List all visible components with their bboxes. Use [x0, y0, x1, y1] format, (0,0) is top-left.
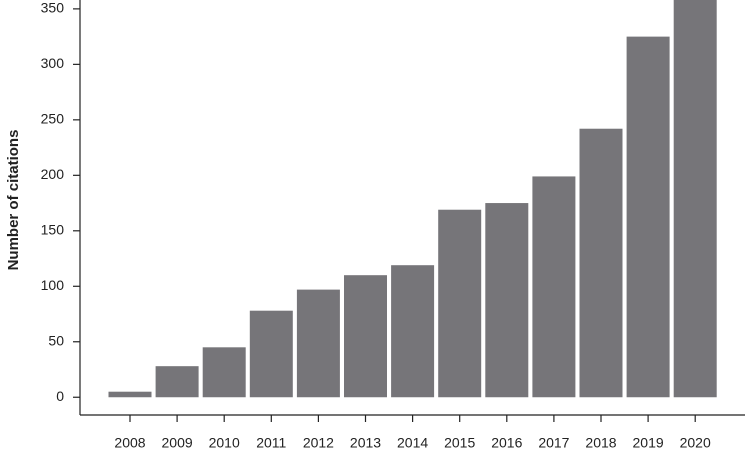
x-tick-label: 2011	[256, 435, 286, 451]
x-tick-label: 2012	[303, 435, 334, 451]
bar	[532, 176, 576, 398]
bar	[249, 310, 293, 398]
x-tick-label: 2013	[350, 435, 381, 451]
x-tick-label: 2008	[114, 435, 145, 451]
x-tick-label: 2015	[444, 435, 475, 451]
x-tick-label: 2010	[209, 435, 240, 451]
y-tick-label: 50	[48, 332, 64, 348]
bar	[626, 36, 670, 398]
bar	[391, 265, 435, 398]
y-axis-label: Number of citations	[5, 130, 22, 271]
bar	[673, 0, 717, 398]
y-tick-label: 0	[56, 388, 64, 404]
bar	[579, 128, 623, 398]
y-tick-label: 250	[41, 111, 65, 127]
bar	[438, 209, 482, 398]
x-tick-label: 2019	[633, 435, 664, 451]
x-tick-label: 2020	[680, 435, 711, 451]
x-tick-label: 2014	[397, 435, 428, 451]
y-tick-label: 200	[41, 166, 65, 182]
bar	[202, 347, 246, 398]
x-tick-label: 2018	[585, 435, 616, 451]
y-tick-label: 150	[41, 222, 65, 238]
bar	[155, 366, 199, 398]
x-tick-label: 2017	[538, 435, 569, 451]
y-tick-label: 350	[41, 0, 65, 16]
x-tick-label: 2009	[162, 435, 193, 451]
x-tick-label: 2016	[491, 435, 522, 451]
bar	[485, 203, 529, 398]
bar	[344, 275, 387, 398]
bar	[108, 391, 152, 398]
y-tick-label: 300	[41, 55, 65, 71]
bar	[296, 289, 340, 398]
y-tick-label: 100	[41, 277, 65, 293]
